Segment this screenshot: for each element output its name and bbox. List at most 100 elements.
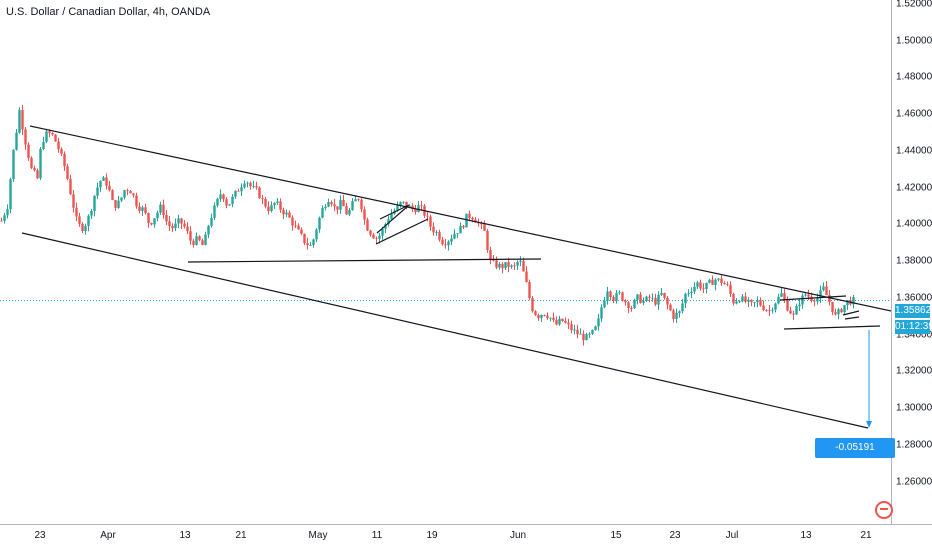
candle-body	[405, 201, 408, 208]
candle-body	[603, 300, 606, 308]
candle-body	[636, 294, 639, 300]
candle-body	[204, 234, 207, 246]
candle-body	[12, 149, 15, 180]
candle-body	[558, 318, 561, 325]
candle-body	[342, 199, 345, 207]
candle-body	[201, 240, 204, 246]
candle-body	[552, 317, 555, 320]
candle-body	[183, 223, 186, 227]
candle-body	[279, 201, 282, 210]
candle-body	[483, 224, 486, 231]
trendline[interactable]	[29, 125, 892, 312]
candle-body	[594, 326, 597, 331]
candle-body	[450, 238, 453, 242]
x-tick-label: 21	[860, 530, 872, 541]
candle-body	[732, 293, 735, 304]
candle-body	[465, 213, 468, 228]
candle-body	[336, 206, 339, 210]
candle-body	[456, 233, 459, 235]
candle-body	[48, 131, 51, 134]
candle-body	[243, 183, 246, 188]
candle-body	[432, 226, 435, 233]
candle-body	[543, 315, 546, 316]
candle-body	[540, 315, 543, 319]
trendline[interactable]	[379, 204, 410, 220]
candle-body	[525, 271, 528, 283]
candle-body	[657, 294, 660, 305]
candle-body	[129, 190, 132, 194]
trendline[interactable]	[376, 205, 409, 234]
candle-body	[738, 301, 741, 303]
candle-body	[90, 210, 93, 216]
candle-body	[687, 293, 690, 294]
candle-body	[345, 206, 348, 215]
candle-body	[327, 202, 330, 207]
candle-body	[87, 215, 90, 226]
candle-body	[447, 241, 450, 246]
candle-body	[93, 195, 96, 211]
candle-body	[141, 207, 144, 211]
candle-body	[408, 205, 411, 208]
candle-body	[324, 206, 327, 208]
x-tick-label: Jun	[509, 530, 527, 541]
candle-body	[495, 260, 498, 268]
candle-body	[564, 321, 567, 323]
trendline[interactable]	[783, 325, 881, 330]
candle-body	[45, 131, 48, 142]
candle-body	[690, 291, 693, 294]
candle-body	[813, 300, 816, 302]
candle-body	[777, 296, 780, 304]
candle-body	[339, 199, 342, 210]
candle-body	[726, 284, 729, 286]
candle-body	[156, 212, 159, 219]
candle-body	[801, 295, 804, 305]
candle-body	[114, 199, 117, 208]
candle-body	[762, 305, 765, 311]
last-price-badge: 1.35862	[895, 304, 932, 318]
trendline[interactable]	[21, 232, 869, 429]
candle-body	[567, 322, 570, 325]
candle-body	[429, 216, 432, 227]
candle-body	[639, 294, 642, 303]
candle-body	[318, 217, 321, 230]
candle-body	[81, 223, 84, 232]
candle-body	[462, 226, 465, 228]
candle-body	[597, 318, 600, 327]
candle-body	[696, 282, 699, 287]
candle-body	[69, 178, 72, 195]
candle-body	[786, 299, 789, 311]
candle-body	[276, 201, 279, 203]
candle-body	[519, 260, 522, 262]
trendline[interactable]	[375, 218, 429, 245]
candle-body	[588, 333, 591, 335]
candle-body	[270, 205, 273, 212]
candle-body	[39, 148, 42, 179]
candle-body	[165, 214, 168, 222]
candle-body	[573, 329, 576, 331]
trendline[interactable]	[842, 310, 860, 316]
candle-body	[411, 205, 414, 210]
candle-body	[315, 229, 318, 240]
candle-body	[504, 262, 507, 269]
candle-body	[312, 239, 315, 246]
candle-body	[819, 290, 822, 299]
x-tick-label: 13	[179, 530, 191, 541]
candle-body	[372, 234, 375, 239]
y-tick-label: 1.48000	[896, 71, 932, 83]
trendline[interactable]	[779, 295, 847, 301]
candle-body	[72, 194, 75, 208]
trendline[interactable]	[187, 258, 542, 263]
candle-body	[228, 204, 231, 206]
candle-body	[75, 207, 78, 217]
candle-body	[534, 311, 537, 316]
candle-body	[807, 294, 810, 297]
candle-body	[648, 296, 651, 298]
candle-body	[846, 300, 849, 306]
candle-body	[264, 198, 267, 207]
candle-body	[240, 187, 243, 192]
candle-body	[57, 141, 60, 150]
trendline[interactable]	[844, 316, 860, 320]
candle-body	[399, 201, 402, 206]
x-tick-label: 13	[800, 530, 812, 541]
